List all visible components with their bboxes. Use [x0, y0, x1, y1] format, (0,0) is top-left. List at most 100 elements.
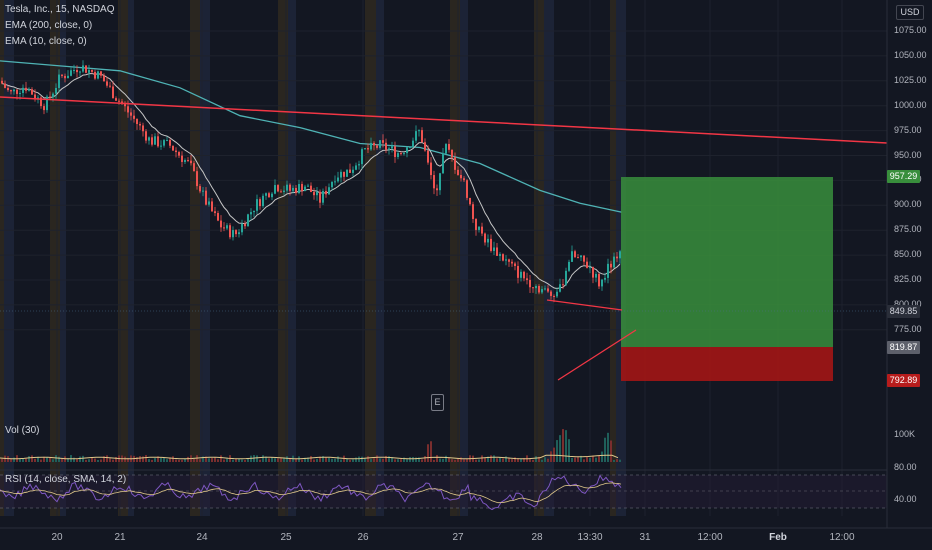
volume-bar: [25, 458, 27, 462]
volume-bar: [529, 459, 531, 462]
volume-bar: [406, 459, 408, 462]
volume-bar: [565, 430, 567, 462]
ema200-legend[interactable]: EMA (200, close, 0): [5, 20, 93, 31]
candle-body: [208, 201, 210, 205]
volume-bar: [151, 459, 153, 462]
volume-bar: [13, 457, 15, 462]
earnings-marker[interactable]: E: [431, 394, 444, 411]
candle-body: [127, 106, 129, 113]
volume-bar: [208, 458, 210, 462]
volume-bar: [100, 459, 102, 462]
candle-body: [517, 265, 519, 278]
candle-body: [505, 259, 507, 261]
time-axis-label: 21: [114, 532, 126, 543]
candle-body: [19, 92, 21, 94]
symbol-legend[interactable]: Tesla, Inc., 15, NASDAQ: [5, 4, 115, 15]
entry-price-badge: 819.87: [887, 341, 920, 354]
candle-body: [67, 75, 69, 79]
candle-body: [172, 145, 174, 151]
candle-body: [178, 152, 180, 156]
candle-body: [412, 140, 414, 148]
candle-body: [616, 256, 618, 259]
volume-bar: [505, 456, 507, 462]
candle-body: [196, 171, 198, 187]
currency-button[interactable]: USD: [896, 5, 924, 20]
volume-bar: [250, 455, 252, 462]
volume-bar: [442, 458, 444, 462]
candle-body: [451, 149, 453, 158]
volume-bar: [616, 459, 618, 462]
volume-bar: [352, 459, 354, 462]
candle-body: [247, 214, 249, 227]
candle-body: [118, 100, 120, 102]
candle-body: [220, 220, 222, 228]
volume-bar: [277, 458, 279, 462]
candle-body: [43, 106, 45, 111]
volume-bar: [202, 456, 204, 462]
volume-bar: [280, 457, 282, 462]
volume-bar: [52, 459, 54, 462]
volume-bar: [394, 459, 396, 462]
volume-bar: [103, 456, 105, 462]
candle-body: [532, 287, 534, 289]
candle-body: [181, 155, 183, 162]
candle-body: [415, 131, 417, 141]
candle-body: [370, 142, 372, 150]
volume-bar: [34, 458, 36, 462]
session-band: [50, 0, 60, 516]
volume-bar: [220, 455, 222, 462]
volume-bar: [28, 456, 30, 462]
time-axis-label: 28: [531, 532, 543, 543]
time-axis-label: 31: [639, 532, 651, 543]
volume-bar: [415, 457, 417, 462]
volume-bar: [316, 458, 318, 462]
volume-bar: [307, 457, 309, 462]
candle-body: [154, 136, 156, 145]
volume-bar: [241, 459, 243, 462]
triangle-lower-line: [557, 329, 637, 381]
candle-body: [259, 199, 261, 207]
volume-bar: [460, 457, 462, 462]
candle-body: [40, 97, 42, 107]
candle-body: [430, 162, 432, 176]
volume-bar: [73, 457, 75, 462]
volume-bar: [544, 457, 546, 462]
candle-body: [274, 185, 276, 194]
volume-bar: [598, 455, 600, 462]
candle-body: [235, 230, 237, 235]
candle-body: [418, 130, 420, 132]
candle-body: [79, 71, 81, 73]
candle-body: [472, 204, 474, 219]
stop-zone: [621, 347, 833, 381]
volume-bar: [556, 440, 558, 462]
candle-body: [400, 153, 402, 155]
candle-body: [349, 169, 351, 173]
volume-bars: [1, 429, 621, 462]
volume-bar: [304, 457, 306, 462]
ema10-legend[interactable]: EMA (10, close, 0): [5, 36, 87, 47]
volume-bar: [361, 456, 363, 462]
volume-legend[interactable]: Vol (30): [5, 425, 40, 436]
candle-body: [571, 251, 573, 262]
volume-bar: [301, 459, 303, 462]
candle-body: [25, 87, 27, 91]
candle-body: [469, 197, 471, 205]
rsi-legend[interactable]: RSI (14, close, SMA, 14, 2): [5, 474, 127, 485]
candle-body: [613, 256, 615, 268]
volume-bar: [586, 456, 588, 462]
volume-bar: [358, 456, 360, 462]
candle-body: [52, 93, 54, 98]
price-axis-label: 1000.00: [894, 99, 927, 110]
candle-body: [463, 178, 465, 181]
candle-body: [433, 175, 435, 189]
volume-bar: [412, 456, 414, 462]
volume-bar: [238, 458, 240, 462]
volume-bar: [175, 459, 177, 462]
volume-bar: [94, 458, 96, 462]
volume-bar: [181, 459, 183, 462]
candle-body: [346, 169, 348, 177]
candle-body: [31, 89, 33, 95]
volume-bar: [340, 459, 342, 462]
session-shading: [0, 0, 626, 516]
